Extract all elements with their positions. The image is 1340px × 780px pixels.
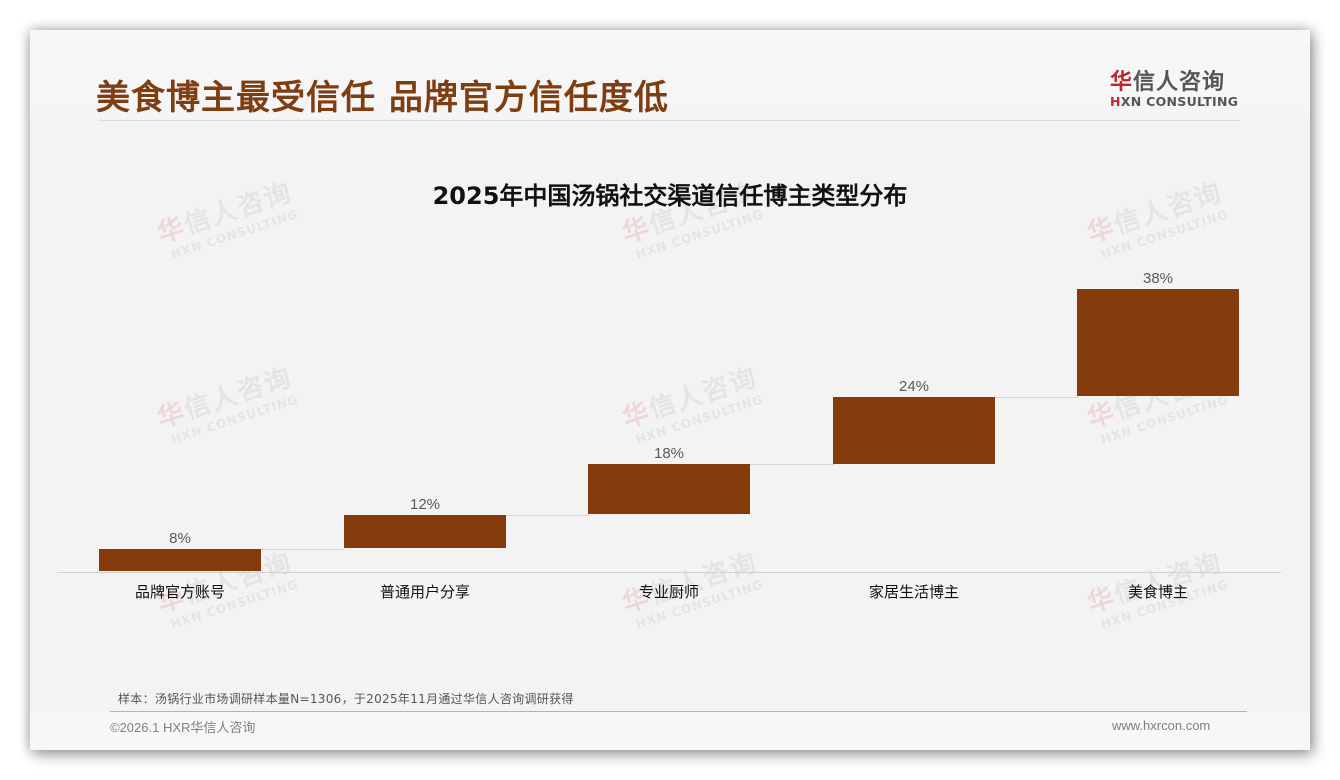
logo-cn: 华信人咨询 (1110, 64, 1225, 96)
bar-3 (588, 464, 750, 514)
category-label: 普通用户分享 (379, 583, 470, 601)
data-label: 8% (169, 530, 191, 547)
data-label: 38% (1142, 270, 1174, 287)
sample-note: 样本：汤锅行业市场调研样本量N=1306，于2025年11月通过华信人咨询调研获… (118, 692, 574, 706)
footer-band (30, 712, 1310, 750)
website-link[interactable]: www.hxrcon.com (1112, 718, 1211, 733)
data-label: 18% (653, 445, 685, 462)
data-label: 24% (898, 378, 930, 395)
logo-en: HXN CONSULTING (1110, 94, 1238, 109)
x-axis-line (57, 572, 1281, 573)
category-label: 家居生活博主 (868, 583, 959, 601)
chart-title: 2025年中国汤锅社交渠道信任博主类型分布 (432, 182, 908, 210)
logo-en-rest: XN CONSULTING (1120, 94, 1239, 109)
connector-line (995, 397, 1079, 398)
bar-4 (833, 397, 995, 464)
chart-plot-area: 8% 品牌官方账号 12% 普通用户分享 18% 专业厨师 24% 家居生活博主 38% 美食博主 (30, 30, 1310, 750)
category-label: 美食博主 (1127, 583, 1188, 601)
slide: 美食博主最受信任 品牌官方信任度低 华信人咨询 HXN CONSULTING 华… (30, 30, 1310, 750)
footer-divider (110, 711, 1247, 712)
data-label: 12% (409, 496, 441, 513)
logo-en-first: H (1110, 94, 1121, 109)
bar-5 (1077, 289, 1239, 396)
logo-cn-first: 华 (1110, 70, 1134, 95)
bar-1 (99, 549, 261, 571)
logo-cn-rest: 信人咨询 (1133, 70, 1226, 95)
connector-line (506, 515, 590, 516)
copyright-text: ©2026.1 HXR华信人咨询 (110, 720, 256, 735)
category-label: 品牌官方账号 (134, 583, 225, 601)
page-title: 美食博主最受信任 品牌官方信任度低 (96, 78, 669, 118)
company-logo: 华信人咨询 HXN CONSULTING (1110, 64, 1240, 114)
connector-line (750, 464, 834, 465)
bar-2 (344, 515, 506, 548)
category-label: 专业厨师 (638, 583, 699, 601)
connector-line (261, 549, 345, 550)
title-divider (98, 120, 1240, 121)
header-band (30, 30, 1310, 118)
